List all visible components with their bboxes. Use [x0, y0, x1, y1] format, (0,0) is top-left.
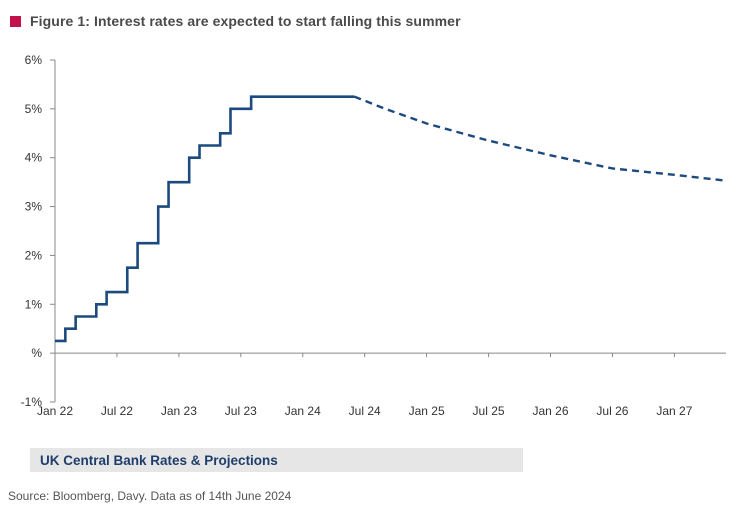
x-tick-label: Jan 25: [409, 404, 445, 418]
y-tick-label: 5%: [25, 102, 43, 116]
x-tick-label: Jan 26: [532, 404, 568, 418]
x-tick-label: Jul 22: [101, 404, 133, 418]
y-tick-label: %: [31, 346, 42, 360]
x-tick-label: Jul 25: [473, 404, 505, 418]
interest-rate-chart: -1%% 1% 2% 3% 4% 5% 6% Jan 22 Jul 22 Jan 23 Jul 23…: [21, 53, 727, 418]
figure-title-row: Figure 1: Interest rates are expected to…: [10, 13, 461, 29]
chart-caption-banner: UK Central Bank Rates & Projections: [30, 448, 523, 472]
y-tick-label: -1%: [21, 395, 43, 409]
historical-rate-series-line: [55, 95, 355, 343]
x-tick-label: Jan 23: [161, 404, 197, 418]
x-tick-label: Jan 22: [37, 404, 73, 418]
y-tick-label: 1%: [25, 297, 43, 311]
x-tick-label: Jul 23: [225, 404, 257, 418]
title-marker-square: [10, 15, 21, 27]
y-tick-label: 6%: [25, 53, 43, 67]
figure-title: Figure 1: Interest rates are expected to…: [30, 13, 461, 29]
y-tick-label: 2%: [25, 248, 43, 262]
x-tick-label: Jan 24: [285, 404, 321, 418]
x-tick-label: Jan 27: [656, 404, 692, 418]
y-tick-label: 3%: [25, 200, 43, 214]
chart-caption: UK Central Bank Rates & Projections: [40, 452, 278, 468]
source-note: Source: Bloomberg, Davy. Data as of 14th…: [8, 489, 292, 503]
x-tick-label: Jul 24: [349, 404, 381, 418]
x-tick-label: Jul 26: [596, 404, 628, 418]
y-tick-label: 4%: [25, 151, 43, 165]
projection-series-line: [353, 95, 727, 182]
